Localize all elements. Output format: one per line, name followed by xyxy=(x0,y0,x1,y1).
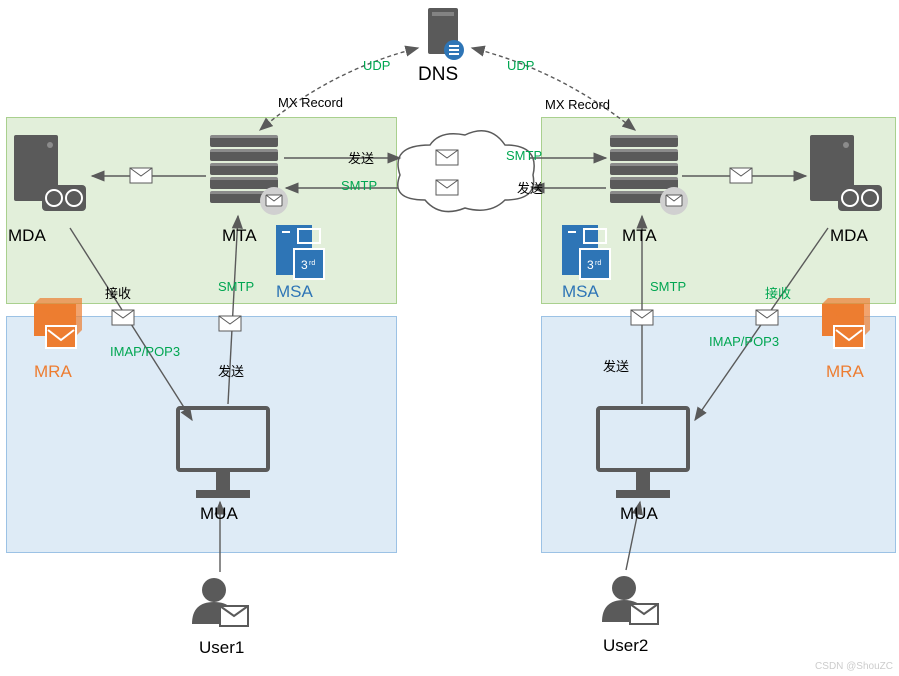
mra-left-label: MRA xyxy=(34,362,72,382)
edge-label-smtp_l: SMTP xyxy=(218,279,254,294)
edge-label-recv_l: 接收 xyxy=(105,283,131,302)
mua-left-label: MUA xyxy=(200,504,238,524)
edge-label-send_r: 发送 xyxy=(517,178,543,197)
zone-right-blue xyxy=(541,316,896,553)
edge-label-udp_r: UDP xyxy=(507,58,534,73)
user1-label: User1 xyxy=(199,638,244,658)
dns-label: DNS xyxy=(418,64,458,86)
mta-left-label: MTA xyxy=(222,226,257,246)
user2-label: User2 xyxy=(603,636,648,656)
edge-label-mx_r: MX Record xyxy=(545,97,610,112)
mda-left-label: MDA xyxy=(8,226,46,246)
zone-left-green xyxy=(6,117,397,304)
edge-label-udp_l: UDP xyxy=(363,58,390,73)
watermark: CSDN @ShouZC xyxy=(815,661,893,672)
edge-label-send_br: 发送 xyxy=(603,356,629,375)
mda-right-label: MDA xyxy=(830,226,868,246)
user1-icon xyxy=(192,578,248,626)
cloud-icon xyxy=(398,131,534,212)
edge-label-recv_r: 接收 xyxy=(765,283,791,302)
msa-left-label: MSA xyxy=(276,282,313,302)
dns-icon xyxy=(428,8,464,60)
mra-right-label: MRA xyxy=(826,362,864,382)
edge-label-send_l: 发送 xyxy=(348,148,374,167)
edge-label-mx_l: MX Record xyxy=(278,95,343,110)
user2-icon xyxy=(602,576,658,624)
edge-label-smtp_top_r: SMTP xyxy=(506,148,542,163)
edge-label-send_bl: 发送 xyxy=(218,361,244,380)
edge-label-smtp_r: SMTP xyxy=(650,279,686,294)
mua-right-label: MUA xyxy=(620,504,658,524)
zone-right-green xyxy=(541,117,896,304)
edge-label-imap_r: IMAP/POP3 xyxy=(709,334,779,349)
edge-label-imap_l: IMAP/POP3 xyxy=(110,344,180,359)
msa-right-label: MSA xyxy=(562,282,599,302)
edge-label-smtp_top_l: SMTP xyxy=(341,178,377,193)
mta-right-label: MTA xyxy=(622,226,657,246)
